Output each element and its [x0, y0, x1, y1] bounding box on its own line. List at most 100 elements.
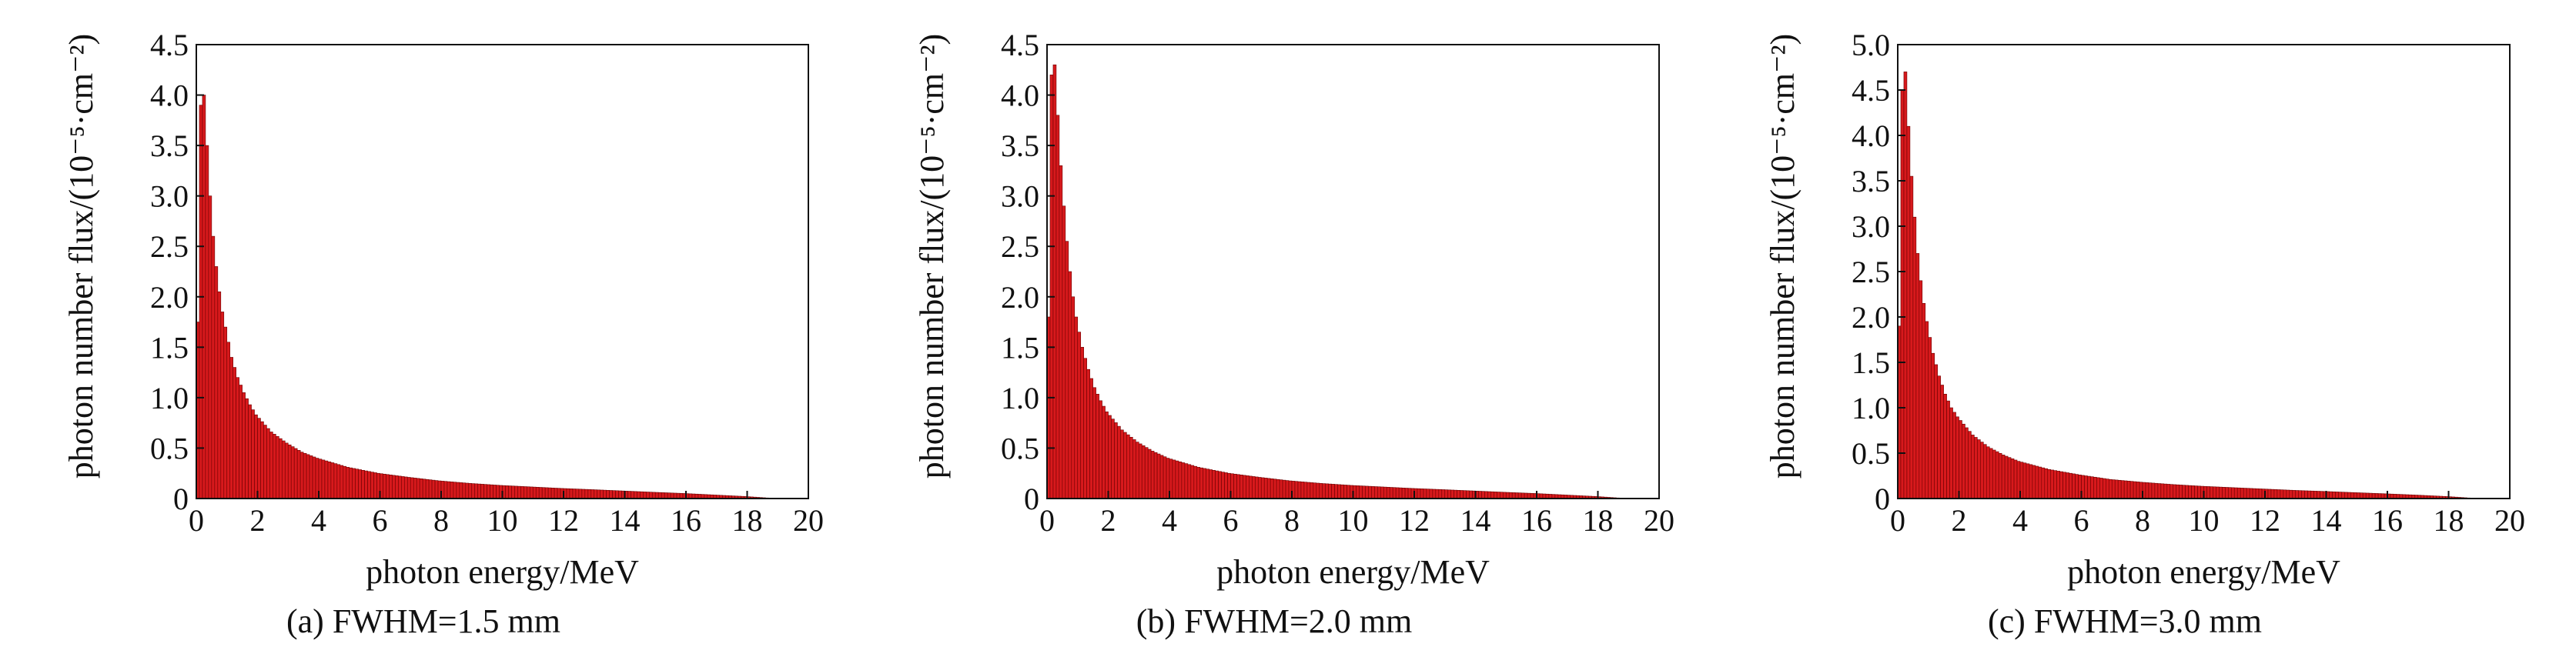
histogram-bar: [260, 421, 264, 499]
histogram-bar: [1187, 464, 1192, 499]
histogram-bar: [1389, 487, 1393, 499]
histogram-bar: [239, 385, 243, 499]
histogram-bar: [1138, 443, 1142, 499]
histogram-bar: [386, 474, 390, 499]
histogram-bar: [670, 492, 674, 499]
histogram-bar: [303, 452, 307, 499]
y-tick-label: 1.5: [1852, 345, 1890, 380]
histogram-bar: [1998, 452, 2002, 499]
x-axis-label: photon energy/MeV: [1216, 553, 1490, 591]
histogram-bar: [508, 485, 512, 499]
histogram-bar: [1236, 474, 1240, 499]
histogram-bar: [392, 475, 396, 499]
histogram-bar: [1303, 482, 1308, 499]
histogram-bar: [1273, 479, 1277, 499]
histogram-bar: [370, 472, 374, 499]
histogram-bar: [1965, 427, 1969, 499]
y-tick-label: 3.5: [1001, 128, 1039, 163]
histogram-bar: [557, 488, 561, 499]
histogram-bar: [364, 470, 368, 499]
x-tick-label: 16: [671, 503, 701, 538]
histogram-bar: [2013, 459, 2018, 499]
histogram-bar: [1392, 487, 1397, 499]
histogram-bar: [1129, 436, 1133, 499]
histogram-bar: [634, 491, 637, 499]
y-tick-label: 3.0: [1001, 179, 1039, 214]
histogram-bar: [1457, 490, 1460, 499]
histogram-bar: [2368, 492, 2373, 499]
histogram-bar: [2129, 481, 2134, 499]
histogram-bar: [1144, 447, 1149, 499]
histogram-bar: [1484, 491, 1488, 499]
histogram-bar: [1377, 486, 1381, 499]
histogram-bar: [566, 488, 570, 499]
chart-panel-a: 0 2 4 6 8 10 12 14 16 18 20 0 0.5 1.0 1.5 2.0 2.5 3.0 3.5 4…: [0, 0, 847, 657]
histogram-bar: [2197, 485, 2201, 499]
histogram-bar: [1199, 467, 1204, 499]
histogram-bar: [1181, 462, 1186, 499]
histogram-bar: [2295, 490, 2300, 499]
histogram-bar: [657, 492, 662, 499]
y-tick-label: 4.0: [1852, 118, 1890, 153]
histogram-bar: [1190, 465, 1195, 499]
histogram-bar: [2283, 489, 2287, 499]
histogram-bar: [2041, 467, 2046, 499]
histogram-bar: [2056, 471, 2060, 499]
histogram-bar: [1499, 492, 1504, 499]
histogram-bar: [651, 492, 656, 499]
histogram-bar: [1294, 481, 1299, 499]
histogram-bar: [2148, 482, 2153, 499]
histogram-bar: [284, 442, 289, 499]
histogram-bar: [2154, 482, 2159, 499]
histogram-bar: [471, 483, 476, 499]
y-tick-label: 4.5: [1001, 28, 1039, 62]
histogram-bar: [1319, 483, 1323, 499]
histogram-bar: [1925, 321, 1929, 499]
x-tick-label: 16: [1521, 503, 1552, 538]
histogram-bar: [205, 145, 209, 499]
histogram-bar: [2093, 476, 2097, 499]
histogram-bar: [1120, 429, 1124, 499]
histogram-bar: [217, 291, 222, 499]
histogram-bar: [2120, 480, 2125, 499]
histogram-bar: [654, 492, 659, 499]
histogram-bar: [2166, 484, 2171, 499]
y-tick-label: 0.5: [150, 431, 189, 465]
histogram-bar: [2301, 490, 2305, 499]
histogram-bar: [419, 479, 423, 499]
x-tick-label: 6: [2074, 503, 2089, 538]
x-tick-label: 18: [732, 503, 763, 538]
histogram-bar: [2304, 490, 2308, 499]
histogram-bar: [2032, 465, 2036, 499]
histogram-bar: [462, 482, 467, 499]
y-tick-label: 4.0: [1001, 78, 1039, 113]
histogram-bar: [1206, 469, 1209, 499]
histogram-bar: [434, 480, 439, 499]
histogram-bar: [2050, 469, 2055, 499]
histogram-bar: [416, 478, 420, 499]
histogram-bar: [403, 476, 408, 499]
histogram-bar: [673, 492, 677, 499]
histogram-bar: [477, 483, 481, 499]
histogram-bar: [2246, 488, 2250, 499]
histogram-bar: [2059, 471, 2063, 499]
x-axis-label: photon energy/MeV: [366, 553, 639, 591]
histogram-bar: [1156, 453, 1161, 499]
x-tick-label: 0: [1039, 503, 1055, 538]
histogram-bar: [1934, 364, 1938, 499]
histogram-bar: [1243, 475, 1246, 499]
histogram-bar: [1052, 64, 1057, 499]
histogram-bar: [453, 482, 457, 499]
x-tick-label: 10: [1338, 503, 1369, 538]
histogram-bar: [2310, 490, 2314, 499]
y-tick-label: 1.0: [1001, 381, 1039, 415]
histogram-bar: [1249, 475, 1253, 499]
x-tick-label: 12: [548, 503, 579, 538]
histogram-bar: [1417, 488, 1421, 499]
histogram-bar: [1469, 490, 1473, 499]
histogram-bar: [321, 459, 326, 499]
x-tick-label: 12: [2250, 503, 2280, 538]
histogram-bar: [2090, 476, 2094, 499]
histogram-bar: [2114, 479, 2119, 499]
histogram-bar: [1447, 489, 1451, 499]
